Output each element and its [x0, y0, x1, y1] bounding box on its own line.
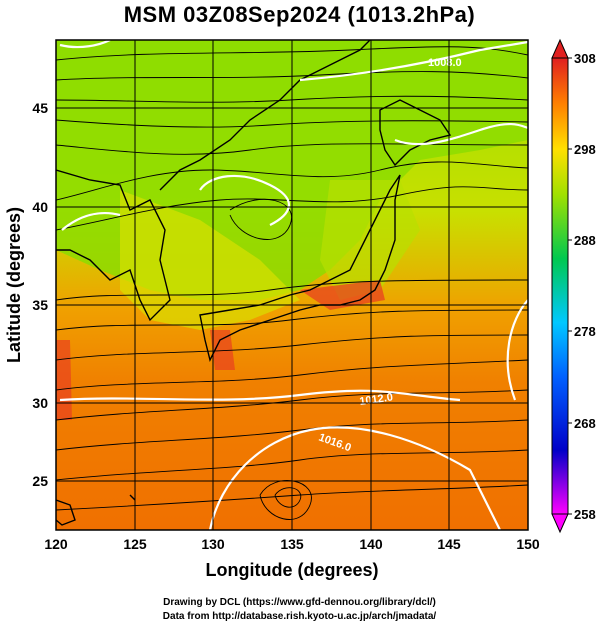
colorbar-tick-label: 298 [574, 142, 596, 157]
data-source-credit: Data from http://database.rish.kyoto-u.a… [162, 611, 437, 622]
colorbar-tick-label: 278 [574, 324, 596, 339]
colorbar-max-arrow [551, 38, 569, 59]
x-axis-label: Longitude (degrees) [205, 560, 378, 580]
plot-frame [55, 39, 529, 531]
isobar-label: 1008.0 [428, 57, 462, 69]
x-tick-label: 140 [359, 536, 383, 552]
y-tick-label: 45 [32, 100, 48, 116]
coastlines [56, 40, 452, 526]
colorbar-tick-label: 308 [574, 51, 596, 66]
y-tick-label: 25 [32, 473, 48, 489]
grid-lines [56, 40, 528, 530]
x-tick-label: 125 [123, 536, 147, 552]
colorbar-gradient [551, 57, 569, 515]
x-tick-label: 135 [280, 536, 304, 552]
y-axis-label: Latitude (degrees) [4, 207, 24, 363]
colorbar: 308 298 288 278 268 258 [551, 38, 596, 534]
x-tick-label: 130 [201, 536, 225, 552]
streamlines [56, 46, 528, 520]
drawing-credit: Drawing by DCL (https://www.gfd-dennou.o… [163, 597, 436, 608]
colorbar-min-arrow [551, 513, 569, 534]
y-tick-label: 35 [32, 297, 48, 313]
x-tick-label: 145 [437, 536, 461, 552]
chart-title: MSM 03Z08Sep2024 (1013.2hPa) [123, 2, 476, 27]
y-tick-label: 30 [32, 395, 48, 411]
colorbar-tick-label: 258 [574, 507, 596, 522]
y-axis-ticks: 25 30 35 40 45 [32, 100, 48, 489]
y-tick-label: 40 [32, 199, 48, 215]
colorbar-tick-label: 288 [574, 233, 596, 248]
x-axis-ticks: 120 125 130 135 140 145 150 [44, 536, 540, 552]
colorbar-tick-label: 268 [574, 416, 596, 431]
x-tick-label: 120 [44, 536, 68, 552]
x-tick-label: 150 [516, 536, 540, 552]
isobar-label: 1012.0 [359, 391, 394, 408]
